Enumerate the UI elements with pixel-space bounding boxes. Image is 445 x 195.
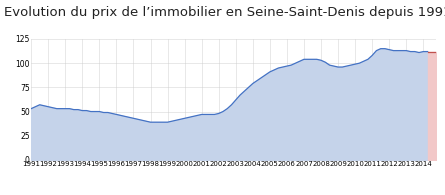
- Text: Evolution du prix de l’immobilier en Seine-Saint-Denis depuis 1991: Evolution du prix de l’immobilier en Sei…: [4, 6, 445, 19]
- Legend: Notaires de Paris, MeilleursAgents.com: Notaires de Paris, MeilleursAgents.com: [125, 194, 342, 195]
